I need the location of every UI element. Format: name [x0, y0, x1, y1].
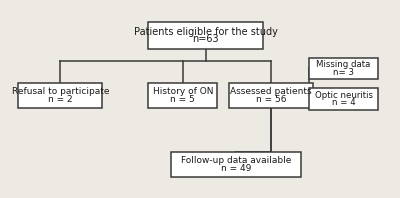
FancyBboxPatch shape	[148, 83, 217, 108]
Text: n = 56: n = 56	[256, 94, 286, 104]
FancyBboxPatch shape	[309, 89, 378, 109]
Text: Patients eligible for the study: Patients eligible for the study	[134, 27, 278, 37]
FancyBboxPatch shape	[229, 83, 313, 108]
Text: n = 4: n = 4	[332, 98, 356, 107]
Text: Optic neuritis: Optic neuritis	[315, 91, 373, 100]
Text: n=63: n=63	[192, 34, 219, 44]
Text: n= 3: n= 3	[333, 68, 354, 77]
Text: n = 2: n = 2	[48, 94, 72, 104]
FancyBboxPatch shape	[18, 83, 102, 108]
FancyBboxPatch shape	[309, 58, 378, 79]
FancyBboxPatch shape	[148, 22, 263, 49]
Text: Refusal to participate: Refusal to participate	[12, 87, 109, 96]
FancyBboxPatch shape	[171, 152, 302, 177]
Text: n = 49: n = 49	[221, 164, 252, 173]
Text: History of ON: History of ON	[152, 87, 213, 96]
Text: Missing data: Missing data	[316, 60, 371, 69]
Text: Assessed patients: Assessed patients	[230, 87, 312, 96]
Text: Follow-up data available: Follow-up data available	[181, 156, 292, 165]
Text: n = 5: n = 5	[170, 94, 195, 104]
